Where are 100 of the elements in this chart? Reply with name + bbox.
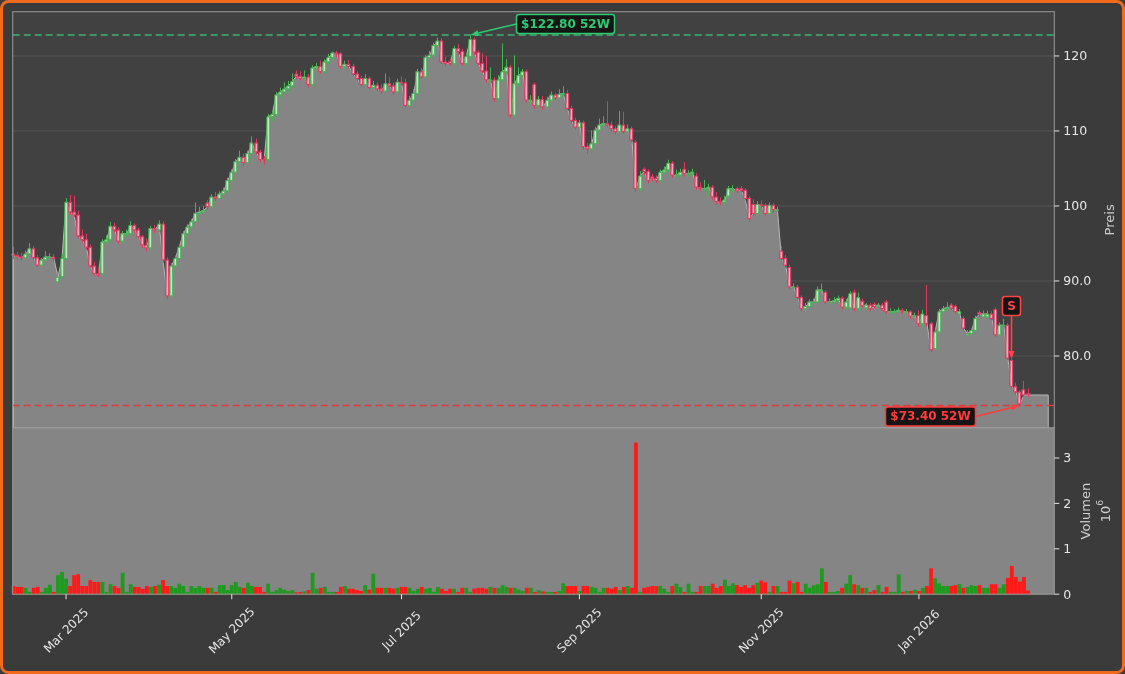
- candlestick: [128, 221, 133, 236]
- candlestick: [1001, 318, 1006, 333]
- candlestick: [864, 302, 869, 310]
- candlestick: [68, 194, 73, 215]
- candlestick: [735, 186, 740, 193]
- bar: [896, 574, 901, 595]
- bar: [286, 591, 291, 595]
- bar: [237, 586, 242, 595]
- candlestick: [15, 251, 20, 260]
- bar: [949, 586, 954, 595]
- candlestick: [452, 45, 457, 66]
- y-tick-label: 90.0: [1063, 273, 1092, 289]
- bar: [72, 575, 77, 595]
- candlestick: [403, 78, 408, 108]
- bar: [419, 586, 424, 595]
- y-axis-title: Preis: [1101, 204, 1117, 236]
- bar: [128, 584, 133, 595]
- bar: [116, 587, 121, 595]
- bar: [221, 585, 226, 595]
- candlestick: [209, 194, 214, 209]
- candlestick: [949, 302, 954, 310]
- candlestick: [439, 38, 444, 64]
- candlestick: [767, 202, 772, 216]
- bar: [698, 586, 703, 595]
- bar: [480, 587, 485, 595]
- bar: [581, 586, 586, 595]
- bar: [217, 585, 222, 595]
- candlestick: [302, 70, 307, 81]
- bar: [674, 583, 679, 595]
- bar: [1009, 566, 1014, 595]
- bar: [520, 591, 525, 595]
- bar: [706, 586, 711, 595]
- candlestick: [973, 315, 978, 333]
- candlestick: [395, 78, 400, 94]
- candlestick: [860, 298, 865, 308]
- candlestick: [613, 125, 618, 135]
- bar: [634, 442, 638, 595]
- candlestick: [536, 95, 541, 108]
- candlestick: [148, 225, 153, 250]
- y-tick-label: 80.0: [1063, 348, 1092, 364]
- candlestick: [852, 289, 857, 312]
- bar: [47, 584, 52, 595]
- bar: [997, 587, 1002, 595]
- bar: [484, 588, 489, 595]
- bar: [836, 591, 840, 595]
- candlestick: [787, 264, 792, 289]
- annotation: S: [1007, 298, 1016, 313]
- candlestick: [690, 168, 695, 176]
- candlestick: [346, 59, 351, 69]
- candlestick: [686, 170, 691, 177]
- bar: [819, 568, 824, 595]
- candlestick: [763, 203, 768, 216]
- bar: [1022, 576, 1026, 595]
- bar: [524, 587, 529, 595]
- bar: [363, 585, 368, 595]
- candlestick: [629, 126, 634, 143]
- bar: [387, 587, 392, 595]
- bar: [383, 587, 388, 595]
- bar: [132, 586, 137, 595]
- candlestick: [722, 195, 727, 205]
- bar: [343, 586, 347, 595]
- candlestick: [997, 322, 1002, 337]
- bar: [177, 583, 182, 595]
- candlestick: [553, 92, 558, 100]
- bar: [848, 575, 853, 595]
- candlestick: [775, 206, 780, 212]
- bar: [985, 587, 990, 595]
- candlestick: [621, 111, 626, 134]
- candlestick: [55, 271, 60, 285]
- candlestick: [512, 55, 517, 118]
- bar: [423, 588, 428, 595]
- candlestick: [484, 56, 489, 83]
- bar: [161, 580, 165, 595]
- bar: [464, 587, 469, 595]
- bar: [246, 582, 250, 595]
- bar: [714, 587, 719, 595]
- candlestick: [19, 252, 24, 261]
- bar: [415, 588, 420, 595]
- candlestick: [241, 153, 246, 166]
- bar: [193, 587, 198, 595]
- candlestick: [872, 302, 877, 309]
- candlestick: [51, 254, 56, 262]
- bar: [613, 586, 618, 595]
- bar: [241, 587, 246, 595]
- y-tick-label: 120: [1063, 48, 1088, 64]
- bar: [763, 582, 768, 595]
- candlestick: [832, 296, 837, 304]
- candlestick: [375, 82, 380, 91]
- bar: [912, 589, 917, 595]
- bar: [953, 585, 958, 595]
- candlestick: [965, 329, 970, 339]
- bar: [642, 587, 646, 595]
- candlestick: [108, 221, 113, 242]
- y-tick-label: 3: [1063, 450, 1072, 466]
- candlestick: [638, 170, 643, 191]
- bar: [755, 582, 760, 595]
- bar: [504, 586, 509, 595]
- bar: [537, 590, 541, 595]
- candlestick: [27, 242, 32, 256]
- candlestick: [601, 116, 606, 128]
